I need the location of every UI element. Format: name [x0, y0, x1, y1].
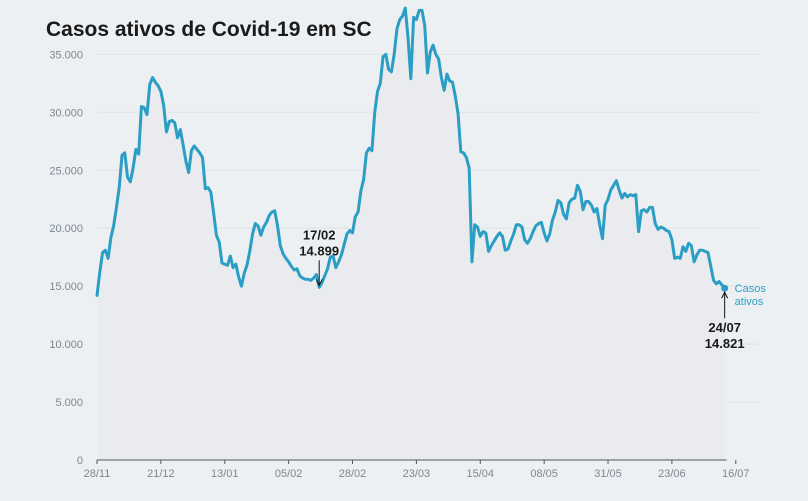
x-tick-label: 28/11 [84, 468, 111, 480]
x-tick-label: 31/05 [594, 468, 622, 480]
y-tick-label: 15.000 [49, 281, 83, 293]
axes: 0 5.000 10.000 15.000 20.000 25.000 30.000 35.0… [49, 49, 749, 480]
chart-title: Casos ativos de Covid-19 em SC [46, 18, 372, 41]
x-tick-label: 21/12 [147, 468, 175, 480]
x-tick-label: 15/04 [467, 468, 495, 480]
area-fill-layer [97, 8, 725, 460]
series-line-layer: Casos ativos [95, 6, 767, 308]
series-end-dot [721, 284, 729, 292]
annotation-value-label: 14.821 [705, 336, 745, 351]
x-tick-label: 23/03 [403, 468, 431, 480]
annotation-value-label: 14.899 [299, 243, 339, 258]
annotation-arrow-head [721, 291, 729, 299]
y-tick-label: 30.000 [49, 107, 83, 119]
y-tick-label: 0 [77, 455, 83, 467]
annotation-arrow-head [315, 279, 323, 287]
annotation-date-label: 24/07 [708, 320, 741, 335]
y-tick-label: 35.000 [49, 49, 83, 61]
annotation-date-label: 17/02 [303, 227, 336, 242]
y-tick-label: 5.000 [55, 397, 83, 409]
y-tick-label: 20.000 [49, 223, 83, 235]
x-tick-label: 16/07 [722, 468, 750, 480]
series-label: Casos ativos [735, 283, 767, 308]
y-tick-label: 25.000 [49, 165, 83, 177]
x-tick-label: 05/02 [275, 468, 303, 480]
y-tick-label: 10.000 [49, 339, 83, 351]
series-area-fill [97, 8, 725, 460]
x-tick-label: 23/06 [658, 468, 686, 480]
x-tick-label: 28/02 [339, 468, 367, 480]
x-tick-label: 08/05 [530, 468, 558, 480]
series-line [95, 6, 727, 297]
x-tick-label: 13/01 [211, 468, 239, 480]
